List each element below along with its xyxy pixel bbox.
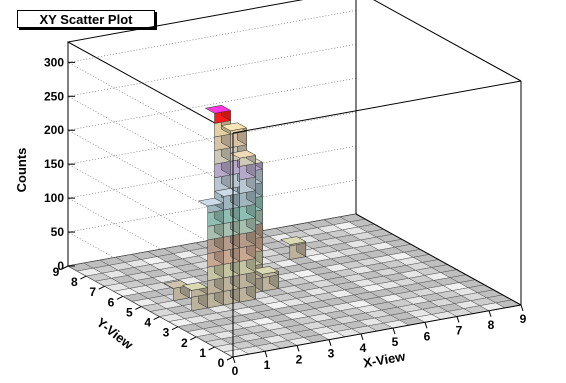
y-tick-label: 2 [181,336,188,350]
x-tick [456,316,460,323]
z-axis-title: Counts [14,148,29,193]
bin-top-face [252,266,280,275]
z-tick-label: 100 [44,191,64,205]
x-tick [424,322,428,329]
x-tick-label: 0 [232,364,239,378]
y-tick [135,305,142,310]
y-tick [61,265,69,270]
y-tick-label: 5 [126,305,133,319]
x-tick-label: 8 [488,318,495,332]
bin-top-face [229,150,257,159]
y-tick [98,285,105,290]
y-tick-label: 9 [53,265,60,279]
front-frame [232,0,522,358]
x-tick-label: 5 [392,335,399,349]
y-axis-title: Y-View [94,315,137,353]
y-tick [208,346,215,351]
x-axis-title: X-View [362,348,407,370]
y-tick-label: 6 [108,295,115,309]
x-tick-label: 1 [264,358,271,372]
x-tick [360,333,364,341]
y-tick-label: 4 [144,316,151,330]
x-tick [392,327,396,335]
x-tick [296,345,300,352]
y-tick-label: 7 [89,285,96,299]
x-axis-ticks: 0 1 2 3 4 5 6 7 8 9 [232,304,527,378]
z-tick-label: 200 [44,123,64,137]
x-tick [520,304,524,312]
z-tick-label: 50 [51,225,65,239]
bin-top-face [181,282,209,291]
frame-edge [355,213,522,306]
x-tick [328,339,332,346]
y-tick [116,295,124,300]
bin-top-face [279,236,307,245]
frame-edge [373,0,522,82]
bin-top-face [197,197,225,207]
bin-top-face [163,280,191,289]
z-tick-label: 300 [44,55,64,69]
x-tick [232,356,236,364]
y-tick-label: 3 [163,326,170,340]
x-tick [488,310,492,317]
z-tick-label: 150 [44,157,64,171]
floor-grid [67,213,522,358]
frame-edge [232,80,522,134]
y-tick-label: 0 [218,356,225,370]
x-tick-label: 9 [520,312,527,326]
y-tick [171,326,179,331]
x-tick-label: 2 [296,352,303,366]
bin-top-face [204,105,232,114]
wall-gridline [67,10,357,154]
z-axis-ticks: 0 50 100 150 200 250 300 [44,42,75,273]
y-tick [226,356,234,361]
y-tick [80,275,87,280]
z-tick-label: 250 [44,89,64,103]
x-tick-label: 6 [424,329,431,343]
y-tick-label: 1 [199,346,206,360]
y-tick-label: 8 [71,275,78,289]
z-tick-label: 0 [57,259,64,273]
frame-edge [232,304,522,358]
y-tick [190,336,197,341]
x-tick-label: 7 [456,324,463,338]
bin-top-face [220,122,248,132]
x-tick [264,351,268,358]
x-tick-label: 4 [360,341,367,355]
chart-title: XY Scatter Plot [17,10,155,28]
y-tick [153,316,160,321]
x-tick-label: 3 [328,347,335,361]
